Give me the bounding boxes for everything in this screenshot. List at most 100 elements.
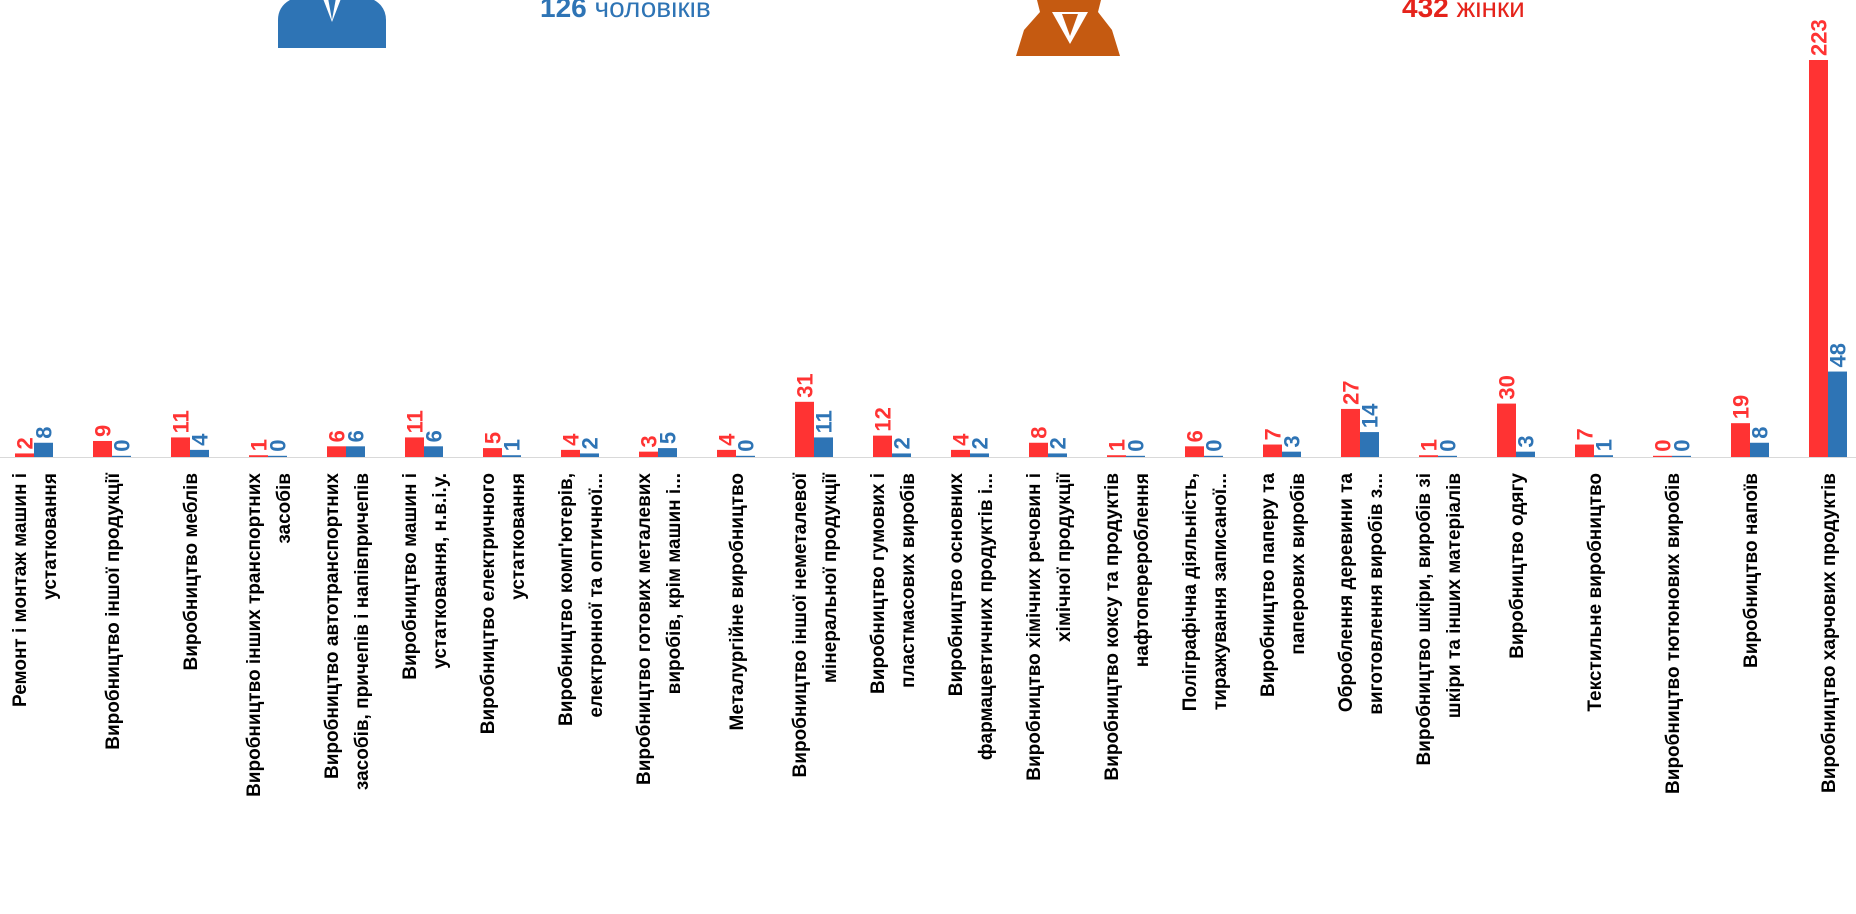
value-label-men: 0 bbox=[1202, 440, 1227, 452]
value-label-men: 6 bbox=[422, 430, 447, 442]
bar-men bbox=[1126, 455, 1145, 457]
legend-women-label: жінки bbox=[1456, 0, 1525, 23]
value-label-women: 2 bbox=[13, 437, 38, 449]
woman-icon bbox=[1016, 0, 1120, 56]
category-label: Виробництво інших транспортних засобів bbox=[244, 473, 295, 797]
bar-women bbox=[249, 455, 268, 457]
value-label-women: 3 bbox=[637, 435, 662, 447]
value-label-men: 4 bbox=[188, 433, 213, 446]
value-label-men: 0 bbox=[1670, 440, 1695, 452]
value-label-men: 2 bbox=[890, 437, 915, 449]
bar-women bbox=[1341, 408, 1360, 457]
value-label-women: 27 bbox=[1339, 380, 1364, 404]
value-label-women: 6 bbox=[325, 430, 350, 442]
legend-women-count: 432 bbox=[1402, 0, 1449, 23]
bar-men bbox=[1048, 453, 1067, 457]
value-label-men: 0 bbox=[110, 440, 135, 452]
value-label-men: 3 bbox=[1514, 435, 1539, 447]
value-label-women: 7 bbox=[1261, 428, 1286, 440]
category-label: Виробництво одягу bbox=[1507, 473, 1528, 659]
bar-men bbox=[1204, 455, 1223, 457]
bar-women bbox=[1419, 455, 1438, 457]
bar-women bbox=[561, 449, 580, 457]
bar-women bbox=[873, 435, 892, 457]
value-label-women: 6 bbox=[1183, 430, 1208, 442]
bar-women bbox=[171, 437, 190, 457]
category-label: Виробництво меблів bbox=[181, 473, 202, 670]
category-label: Виробництво шкіри, виробів зі шкіри та ін… bbox=[1414, 473, 1465, 766]
value-label-men: 3 bbox=[1280, 435, 1305, 447]
bar-men bbox=[736, 455, 755, 457]
value-label-women: 4 bbox=[715, 433, 740, 446]
bar-men bbox=[34, 442, 53, 457]
bar-women bbox=[405, 437, 424, 457]
value-label-women: 223 bbox=[1807, 19, 1832, 56]
bar-men bbox=[1672, 455, 1691, 457]
bar-men bbox=[1828, 371, 1847, 457]
businessman-icon bbox=[278, 0, 386, 48]
category-label: Виробництво іншої неметалевої мінеральної… bbox=[790, 472, 841, 777]
bar-women bbox=[483, 448, 502, 457]
category-label: Виробництво іншої продукції bbox=[103, 472, 124, 749]
bar-women bbox=[717, 449, 736, 457]
bar-women bbox=[639, 451, 658, 457]
value-label-men: 8 bbox=[32, 427, 57, 439]
bar-women bbox=[15, 453, 34, 457]
value-label-men: 6 bbox=[344, 430, 369, 442]
value-label-women: 8 bbox=[1027, 427, 1052, 439]
value-label-men: 0 bbox=[1436, 440, 1461, 452]
value-label-men: 2 bbox=[578, 437, 603, 449]
value-label-women: 11 bbox=[169, 410, 194, 433]
bar-women bbox=[1263, 444, 1282, 457]
category-label: Виробництво машин і устатковання, н.в.і.у… bbox=[400, 473, 451, 680]
bar-men bbox=[1750, 442, 1769, 457]
bar-women bbox=[1185, 446, 1204, 457]
value-label-women: 9 bbox=[91, 425, 116, 437]
bar-men bbox=[658, 448, 677, 457]
bars-layer bbox=[15, 60, 1847, 457]
bar-men bbox=[970, 453, 989, 457]
category-label: Виробництво напоїв bbox=[1741, 473, 1762, 668]
value-label-men: 48 bbox=[1826, 343, 1851, 367]
value-label-men: 0 bbox=[266, 440, 291, 452]
value-label-women: 4 bbox=[559, 433, 584, 446]
value-label-women: 5 bbox=[481, 432, 506, 444]
bar-men bbox=[502, 455, 521, 457]
bar-men bbox=[190, 449, 209, 457]
value-label-women: 7 bbox=[1573, 428, 1598, 440]
category-label: Поліграфічна діяльність, тиражування запи… bbox=[1180, 473, 1231, 711]
category-label: Оброблення деревини та виготовлення вироб… bbox=[1336, 473, 1387, 715]
bar-women bbox=[1497, 403, 1516, 457]
value-label-women: 1 bbox=[1105, 439, 1130, 451]
category-label: Виробництво комп'ютерів, електронної та о… bbox=[556, 473, 607, 726]
bar-men bbox=[580, 453, 599, 457]
legend-men-count: 126 bbox=[540, 0, 587, 23]
category-label: Виробництво хімічних речовин і хімічної п… bbox=[1024, 472, 1075, 780]
category-label: Виробництво харчових продуктів bbox=[1819, 473, 1840, 793]
category-label: Виробництво гумових і пластмасових виробі… bbox=[868, 473, 919, 694]
bar-women bbox=[1107, 455, 1126, 457]
category-labels-layer: Ремонт і монтаж машин і устатковання Вироб… bbox=[10, 472, 1840, 797]
bar-women bbox=[951, 449, 970, 457]
category-label: Ремонт і монтаж машин і устатковання bbox=[10, 473, 61, 707]
bar-women bbox=[93, 440, 112, 457]
category-label: Виробництво основних фармацевтичних проду… bbox=[946, 473, 997, 761]
category-label: Текстильне виробництво bbox=[1585, 473, 1606, 712]
value-label-women: 12 bbox=[871, 407, 896, 431]
bar-men bbox=[1516, 451, 1535, 457]
value-label-men: 2 bbox=[1046, 437, 1071, 449]
bar-men bbox=[424, 446, 443, 457]
value-label-men: 8 bbox=[1748, 427, 1773, 439]
bar-women bbox=[1653, 455, 1672, 457]
value-label-women: 30 bbox=[1495, 375, 1520, 399]
bar-women bbox=[327, 446, 346, 457]
bar-women bbox=[1029, 442, 1048, 457]
category-label: Виробництво коксу та продуктів нафтоперер… bbox=[1102, 473, 1153, 781]
legend-men: 126 чоловіків bbox=[540, 0, 711, 24]
category-label: Виробництво автотранспортних засобів, при… bbox=[322, 473, 373, 791]
bar-women bbox=[1731, 423, 1750, 457]
bar-men bbox=[1282, 451, 1301, 457]
value-label-women: 0 bbox=[1651, 440, 1676, 452]
